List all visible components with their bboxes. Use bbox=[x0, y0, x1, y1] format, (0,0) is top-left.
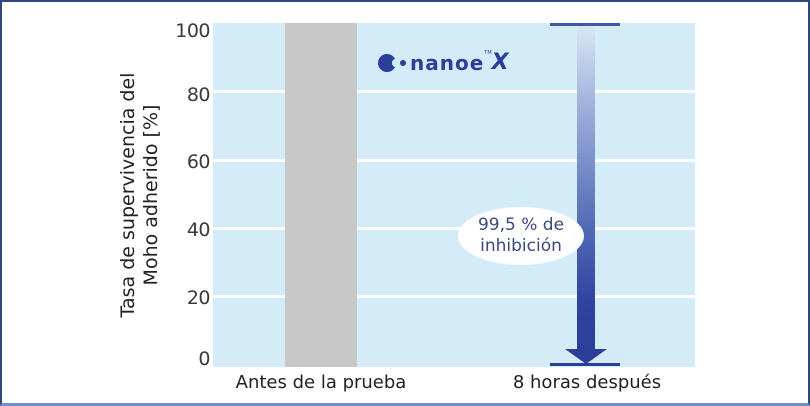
y-tick-40: 40 bbox=[186, 219, 211, 241]
y-axis-label-line1: Tasa de supervivencia del bbox=[117, 72, 139, 318]
gridline-60 bbox=[213, 159, 695, 162]
y-tick-20: 20 bbox=[186, 287, 211, 309]
arrow-down-icon bbox=[565, 349, 607, 364]
x-tick-antes: Antes de la prueba bbox=[235, 372, 407, 393]
logo-text: nanoe bbox=[410, 50, 485, 75]
gridline-40 bbox=[213, 227, 695, 230]
arrow-top-cap bbox=[550, 23, 620, 26]
annotation-line2: inhibición bbox=[480, 236, 562, 256]
gridline-20 bbox=[213, 295, 695, 298]
logo-large-dot-icon bbox=[378, 53, 399, 72]
annotation-line1: 99,5 % de bbox=[477, 215, 565, 235]
x-tick-8-horas: 8 horas después bbox=[512, 372, 662, 393]
y-tick-0: 0 bbox=[198, 348, 210, 370]
arrow-bottom-cap bbox=[550, 363, 620, 366]
y-tick-80: 80 bbox=[186, 84, 211, 106]
logo-x: X bbox=[491, 50, 509, 75]
nanoex-logo: nanoe TM X bbox=[378, 50, 509, 75]
logo-trademark: TM bbox=[484, 49, 492, 56]
logo-small-dot-icon bbox=[400, 59, 406, 66]
arrow-shaft bbox=[577, 26, 595, 350]
y-tick-60: 60 bbox=[186, 151, 211, 173]
gridline-80 bbox=[213, 90, 695, 93]
y-tick-100: 100 bbox=[175, 20, 210, 42]
bar-antes-de-la-prueba bbox=[285, 23, 357, 367]
inhibition-annotation: 99,5 % de inhibición bbox=[458, 207, 584, 265]
